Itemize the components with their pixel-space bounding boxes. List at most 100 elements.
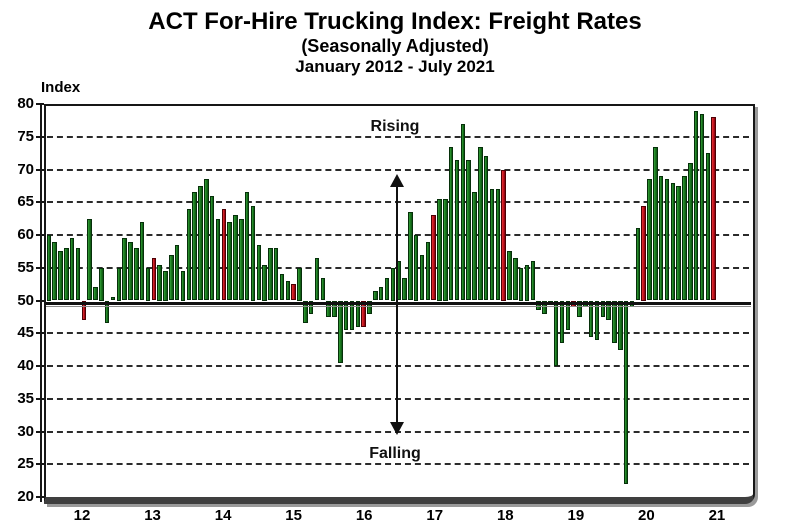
x-year-label-13: 13 — [144, 507, 161, 524]
bar-2018-03 — [478, 146, 483, 301]
x-year-label-19: 19 — [567, 507, 585, 524]
bar-2018-04 — [483, 156, 489, 301]
plot-frame-left-bevel — [40, 104, 42, 502]
y-tick-mark-25 — [36, 463, 44, 466]
bar-2013-10 — [169, 254, 174, 301]
bar-2016-10 — [378, 287, 384, 301]
bar-2020-03 — [618, 300, 623, 350]
bar-2013-01 — [116, 267, 122, 301]
bar-2013-06 — [145, 267, 151, 301]
bar-2013-02 — [122, 238, 127, 301]
bar-2012-08 — [87, 218, 92, 301]
y-tick-label-55: 55 — [17, 258, 34, 276]
bar-2015-06 — [285, 280, 291, 301]
bar-2015-09 — [303, 300, 308, 324]
bar-2020-11 — [664, 179, 670, 301]
bar-2016-07 — [361, 300, 366, 327]
bar-2015-05 — [279, 274, 285, 301]
chart-title: ACT For-Hire Trucking Index: Freight Rat… — [148, 8, 642, 35]
rising-annotation: Rising — [370, 118, 420, 135]
chart-subtitle: (Seasonally Adjusted) — [301, 36, 489, 56]
y-tick-label-20: 20 — [17, 488, 34, 505]
chart-date-range: January 2012 - July 2021 — [295, 57, 495, 76]
bar-2021-07 — [711, 117, 716, 301]
bar-2016-09 — [373, 290, 378, 301]
bar-2014-03 — [198, 185, 203, 301]
bar-2021-04 — [693, 110, 699, 301]
bar-2020-04 — [623, 300, 629, 484]
y-tick-label-40: 40 — [17, 357, 34, 374]
bar-2017-07 — [431, 215, 436, 301]
bar-2018-02 — [472, 192, 477, 301]
x-year-label-15: 15 — [285, 507, 302, 524]
bar-2015-04 — [273, 248, 279, 301]
y-tick-label-60: 60 — [17, 226, 34, 243]
gridline-45 — [47, 332, 749, 335]
y-tick-mark-20 — [36, 496, 44, 498]
bar-2012-07 — [81, 300, 87, 321]
bar-2018-11 — [524, 264, 530, 301]
bar-2019-02 — [542, 300, 547, 314]
bar-2012-01 — [46, 235, 52, 301]
y-tick-mark-50 — [36, 299, 44, 302]
gridline-65 — [47, 201, 749, 204]
bar-2015-01 — [256, 244, 262, 301]
bar-2021-02 — [682, 176, 687, 301]
bar-2019-12 — [600, 300, 606, 317]
bar-2013-03 — [128, 241, 133, 301]
bar-2020-06 — [635, 228, 641, 301]
bar-2021-05 — [699, 113, 705, 301]
bar-2020-12 — [670, 182, 676, 301]
bar-2013-08 — [157, 264, 162, 301]
bar-2016-12 — [390, 267, 396, 301]
bar-2012-09 — [93, 287, 98, 301]
up-down-arrow-shaft — [396, 176, 398, 433]
bar-2016-01 — [326, 300, 331, 317]
y-tick-mark-70 — [36, 168, 44, 171]
bar-2017-03 — [408, 212, 413, 301]
bar-2017-12 — [460, 123, 466, 301]
bar-2020-09 — [653, 146, 658, 301]
gridline-75 — [47, 135, 749, 138]
arrow-up-icon — [390, 174, 404, 187]
bar-2018-05 — [489, 189, 495, 301]
bar-2018-07 — [501, 169, 506, 301]
bar-2013-09 — [163, 271, 168, 301]
y-tick-label-30: 30 — [17, 422, 34, 440]
bar-2019-01 — [536, 300, 541, 311]
bar-2020-02 — [612, 300, 617, 344]
bar-2019-11 — [594, 300, 600, 340]
bar-2012-02 — [52, 241, 57, 301]
y-tick-label-35: 35 — [17, 389, 34, 407]
y-tick-mark-75 — [36, 135, 44, 138]
x-year-label-12: 12 — [73, 507, 91, 524]
y-tick-mark-45 — [36, 332, 44, 335]
bar-2021-03 — [688, 162, 693, 301]
y-tick-label-65: 65 — [17, 193, 34, 211]
falling-annotation: Falling — [369, 445, 421, 462]
bar-2016-02 — [332, 300, 337, 317]
y-tick-mark-55 — [36, 266, 44, 269]
baseline-50-shadow — [46, 306, 751, 307]
y-tick-label-25: 25 — [17, 455, 34, 473]
bar-2015-12 — [320, 277, 326, 301]
bar-2014-06 — [215, 218, 221, 301]
x-year-label-14: 14 — [214, 507, 232, 524]
gridline-35 — [47, 397, 749, 400]
bar-2014-08 — [227, 221, 232, 301]
bar-2019-05 — [559, 300, 565, 344]
bar-2017-08 — [437, 199, 442, 301]
y-tick-label-45: 45 — [17, 324, 34, 342]
bar-2012-11 — [104, 300, 110, 324]
bar-2015-08 — [297, 267, 302, 301]
bar-2013-12 — [180, 271, 186, 301]
y-tick-label-50: 50 — [17, 291, 34, 309]
bar-2019-08 — [577, 300, 582, 317]
bar-2018-12 — [530, 261, 536, 301]
bar-2014-11 — [244, 192, 250, 301]
bar-2012-03 — [58, 251, 63, 301]
bar-2016-06 — [355, 300, 361, 327]
bar-2019-06 — [565, 300, 571, 330]
bar-2017-02 — [402, 277, 407, 301]
bar-2013-04 — [134, 248, 139, 301]
